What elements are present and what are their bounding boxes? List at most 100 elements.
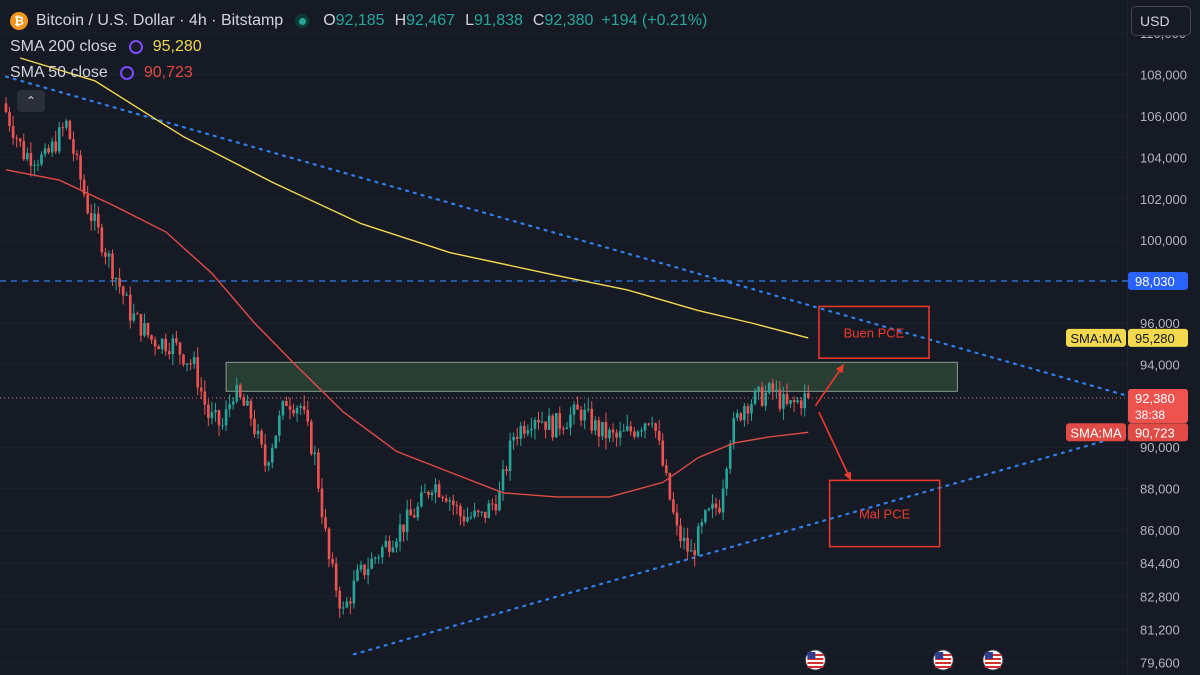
- candle-up: [725, 468, 728, 489]
- candle-up: [50, 141, 54, 153]
- candle-down: [576, 404, 579, 410]
- candle-down: [657, 430, 661, 441]
- trendline-1[interactable]: [4, 75, 1137, 400]
- candle-down: [61, 127, 65, 129]
- candle-up: [618, 431, 622, 438]
- candle-down: [739, 413, 743, 421]
- candle-up: [235, 385, 239, 402]
- candle-down: [11, 125, 15, 138]
- annotation-arrow[interactable]: [818, 411, 852, 481]
- candle-up: [416, 506, 420, 518]
- candle-down: [611, 429, 615, 433]
- candle-down: [146, 323, 150, 336]
- candle-up: [57, 127, 61, 152]
- chart-legend: ₿ Bitcoin / U.S. Dollar · 4h · Bitstamp …: [10, 8, 715, 86]
- annotation-arrow[interactable]: [814, 363, 845, 407]
- candle-up: [210, 412, 214, 419]
- candle-down: [320, 488, 324, 518]
- candle-up: [469, 516, 473, 518]
- candle-up: [704, 510, 707, 522]
- candle-up: [366, 568, 370, 576]
- candle-up: [381, 547, 384, 558]
- collapse-legend-button[interactable]: ⌃: [17, 90, 45, 112]
- candle-up: [643, 423, 647, 431]
- trendlines[interactable]: [4, 75, 1137, 656]
- sma200-line: [19, 57, 809, 339]
- candle-up: [221, 425, 224, 427]
- candle-down: [718, 507, 721, 513]
- sma200-legend-row[interactable]: SMA 200 close 95,280: [10, 34, 715, 60]
- annotations[interactable]: Buen PCE Mal PCE: [814, 305, 941, 548]
- y-tick-label: 82,800: [1140, 589, 1180, 604]
- candle-up: [473, 510, 476, 517]
- candle-up: [782, 393, 785, 409]
- trendline-2[interactable]: [352, 431, 1137, 656]
- candle-down: [118, 278, 121, 287]
- candle-up: [370, 558, 373, 569]
- flag-stripe: [935, 662, 952, 664]
- us-flag-event-icon[interactable]: [932, 649, 954, 671]
- candle-down: [239, 385, 242, 398]
- candle-down: [483, 511, 487, 519]
- candle-up: [480, 511, 483, 513]
- candle-down: [175, 338, 178, 343]
- y-tick-label: 86,000: [1140, 523, 1180, 538]
- event-markers[interactable]: [804, 649, 1004, 671]
- y-tick-label: 94,000: [1140, 357, 1180, 372]
- price-axis[interactable]: 110,000108,000106,000104,000102,000100,0…: [1066, 0, 1200, 675]
- candle-down: [427, 491, 430, 495]
- candle-up: [114, 278, 118, 280]
- flag-stripe: [807, 666, 824, 668]
- candle-down: [579, 409, 583, 421]
- symbol-title[interactable]: Bitcoin / U.S. Dollar · 4h · Bitstamp: [36, 12, 284, 29]
- candle-up: [192, 357, 196, 365]
- candle-down: [785, 393, 789, 404]
- candle-down: [97, 213, 100, 228]
- candle-up: [352, 580, 356, 604]
- candle-down: [82, 179, 86, 195]
- candle-up: [295, 407, 299, 414]
- currency-select[interactable]: USD: [1131, 6, 1191, 36]
- candle-up: [736, 413, 739, 418]
- candle-down: [668, 473, 672, 500]
- arrowhead: [835, 364, 844, 374]
- candle-down: [647, 423, 650, 425]
- candle-down: [551, 415, 554, 438]
- candle-up: [601, 422, 604, 437]
- candle-down: [178, 342, 182, 355]
- candle-down: [349, 601, 352, 604]
- candle-up: [789, 400, 792, 404]
- flag-stripe: [984, 666, 1001, 668]
- candle-down: [182, 354, 185, 365]
- candle-down: [444, 498, 448, 502]
- indicator-loop-icon: [119, 66, 134, 80]
- candle-down: [476, 510, 480, 513]
- candle-down: [746, 406, 750, 414]
- candle-up: [519, 425, 523, 439]
- candle-down: [515, 436, 519, 439]
- candle-up: [533, 419, 537, 429]
- candle-up: [501, 469, 505, 491]
- candle-up: [160, 338, 164, 350]
- candle-down: [199, 387, 203, 392]
- sma200-value: 95,280: [152, 38, 202, 55]
- us-flag-event-icon[interactable]: [804, 649, 826, 671]
- candle-up: [448, 500, 452, 502]
- y-tick-label: 106,000: [1140, 109, 1187, 124]
- y-tick-label: 96,000: [1140, 316, 1180, 331]
- annotation-box[interactable]: [828, 479, 941, 548]
- candlesticks: [4, 97, 810, 618]
- candle-up: [757, 386, 760, 391]
- candle-down: [672, 499, 675, 513]
- us-flag-event-icon[interactable]: [982, 649, 1004, 671]
- annotation-box[interactable]: [818, 305, 930, 359]
- candle-up: [434, 484, 437, 493]
- candle-countdown: 38:38: [1135, 408, 1165, 422]
- candle-down: [189, 363, 192, 365]
- candle-down: [68, 120, 72, 140]
- candle-up: [796, 400, 799, 403]
- candle-down: [661, 440, 665, 466]
- indicator-tag-badge: [1066, 423, 1126, 442]
- sma50-legend-row[interactable]: SMA 50 close 90,723: [10, 60, 715, 86]
